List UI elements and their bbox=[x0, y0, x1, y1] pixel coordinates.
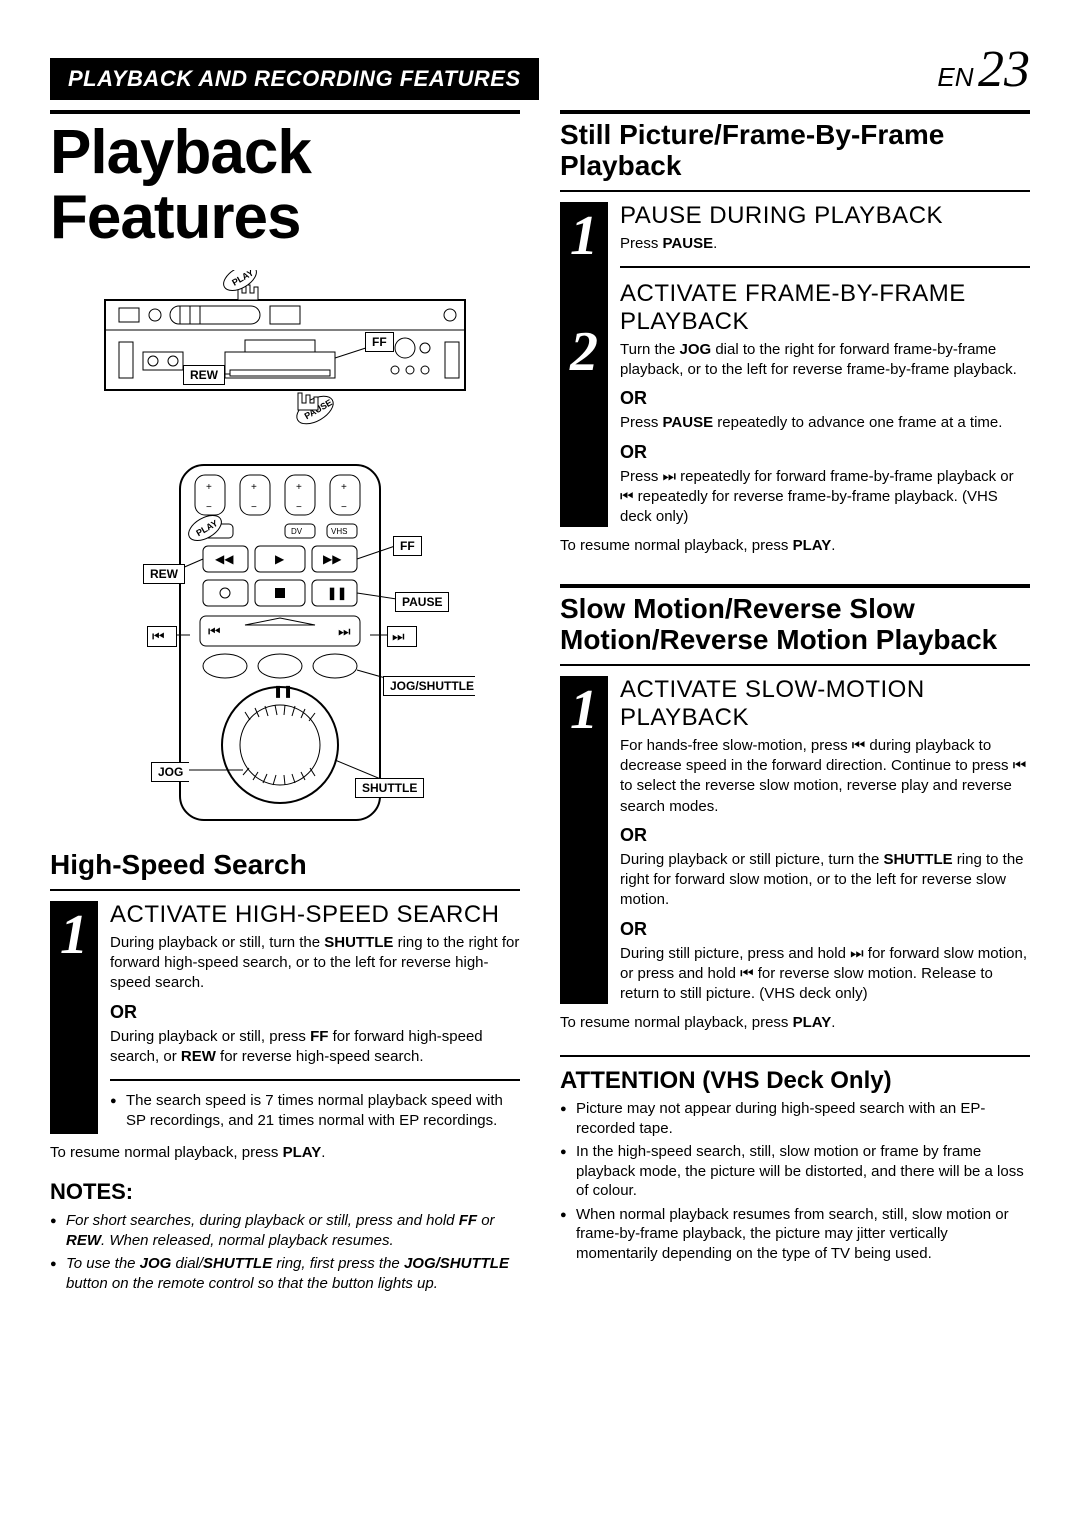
svg-text:DV: DV bbox=[291, 527, 303, 536]
high-speed-title: High-Speed Search bbox=[50, 850, 520, 881]
svg-text:+: + bbox=[251, 482, 257, 493]
remote-diagram: + − + − + − + − DV VHS ◀◀ ▶ ▶▶ ❚❚ ⏮ ⏭ bbox=[50, 460, 520, 830]
or: OR bbox=[110, 1002, 520, 1023]
attention-list: Picture may not appear during high-speed… bbox=[560, 1099, 1030, 1263]
svg-text:−: − bbox=[341, 502, 347, 513]
svg-text:⏭: ⏭ bbox=[338, 623, 351, 639]
svg-text:❚❚: ❚❚ bbox=[327, 586, 347, 601]
still-step1: 1 2 PAUSE DURING PLAYBACK Press PAUSE. A… bbox=[560, 202, 1030, 528]
step-num: 1 bbox=[50, 901, 98, 1134]
left-column: Playback Features bbox=[50, 110, 520, 1297]
svg-text:▶: ▶ bbox=[275, 552, 285, 566]
hs-step1-text: During playback or still, turn the SHUTT… bbox=[110, 933, 520, 994]
page-number: 23 bbox=[978, 41, 1030, 98]
page-prefix: EN bbox=[937, 62, 973, 92]
hs-step1-alt: During playback or still, press FF for f… bbox=[110, 1027, 520, 1068]
hs-resume: To resume normal playback, press PLAY. bbox=[50, 1144, 520, 1161]
page-number-wrap: EN 23 bbox=[937, 40, 1030, 99]
notes-list: For short searches, during playback or s… bbox=[50, 1211, 520, 1293]
still-resume: To resume normal playback, press PLAY. bbox=[560, 537, 1030, 554]
notes-title: NOTES: bbox=[50, 1179, 520, 1205]
right-column: Still Picture/Frame-By-Frame Playback 1 … bbox=[560, 110, 1030, 1297]
svg-text:+: + bbox=[341, 482, 347, 493]
hs-step1-title: ACTIVATE HIGH-SPEED SEARCH bbox=[110, 901, 520, 929]
svg-text:◀◀: ◀◀ bbox=[215, 552, 234, 566]
slow-resume: To resume normal playback, press PLAY. bbox=[560, 1014, 1030, 1031]
still-s1-title: PAUSE DURING PLAYBACK bbox=[620, 202, 1030, 230]
still-s2-title: ACTIVATE FRAME-BY-FRAME PLAYBACK bbox=[620, 280, 1030, 336]
main-title: Playback Features bbox=[50, 120, 520, 250]
still-title: Still Picture/Frame-By-Frame Playback bbox=[560, 120, 1030, 182]
svg-text:−: − bbox=[251, 502, 257, 513]
slow-s1-title: ACTIVATE SLOW-MOTION PLAYBACK bbox=[620, 676, 1030, 732]
still-s1-text: Press PAUSE. bbox=[620, 234, 1030, 254]
page-header: PLAYBACK AND RECORDING FEATURES EN 23 bbox=[50, 40, 1030, 100]
svg-text:❚❚: ❚❚ bbox=[273, 684, 293, 698]
svg-text:−: − bbox=[206, 502, 212, 513]
still-s2-text: Turn the JOG dial to the right for forwa… bbox=[620, 340, 1030, 381]
svg-text:+: + bbox=[296, 482, 302, 493]
svg-text:−: − bbox=[296, 502, 302, 513]
svg-text:VHS: VHS bbox=[331, 527, 347, 536]
hs-bullet: The search speed is 7 times normal playb… bbox=[110, 1091, 520, 1130]
slow-title: Slow Motion/Reverse Slow Motion/Reverse … bbox=[560, 594, 1030, 656]
attention-title: ATTENTION (VHS Deck Only) bbox=[560, 1067, 1030, 1095]
slow-step1: 1 ACTIVATE SLOW-MOTION PLAYBACK For hand… bbox=[560, 676, 1030, 1005]
step-num: 1 bbox=[560, 676, 608, 1005]
svg-text:+: + bbox=[206, 482, 212, 493]
hs-step1: 1 ACTIVATE HIGH-SPEED SEARCH During play… bbox=[50, 901, 520, 1134]
step-num: 1 2 bbox=[560, 202, 608, 528]
vcr-diagram: PLAY PAUSE bbox=[50, 270, 520, 440]
svg-text:▶▶: ▶▶ bbox=[323, 552, 342, 566]
svg-text:⏮: ⏮ bbox=[208, 623, 221, 639]
header-bar: PLAYBACK AND RECORDING FEATURES bbox=[50, 58, 539, 100]
